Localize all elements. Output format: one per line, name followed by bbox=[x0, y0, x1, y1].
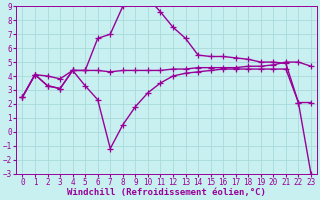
X-axis label: Windchill (Refroidissement éolien,°C): Windchill (Refroidissement éolien,°C) bbox=[67, 188, 266, 197]
